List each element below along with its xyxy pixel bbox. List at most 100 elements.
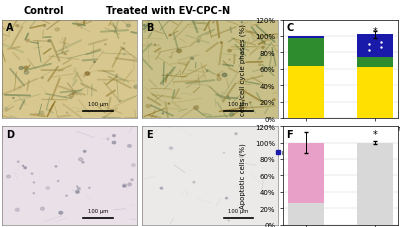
Circle shape	[146, 105, 150, 108]
Circle shape	[220, 43, 222, 44]
Circle shape	[48, 41, 50, 43]
Point	[366, 43, 372, 47]
Circle shape	[94, 62, 95, 63]
Bar	[357, 143, 393, 225]
Circle shape	[107, 139, 109, 140]
Circle shape	[228, 220, 229, 221]
Circle shape	[177, 50, 182, 53]
Circle shape	[7, 175, 10, 178]
Circle shape	[118, 101, 121, 102]
Circle shape	[207, 71, 208, 72]
Circle shape	[239, 66, 240, 67]
Circle shape	[128, 145, 131, 148]
Text: F: F	[286, 129, 293, 139]
Circle shape	[64, 54, 66, 55]
Circle shape	[217, 75, 220, 77]
Circle shape	[239, 155, 243, 158]
Text: *: *	[372, 27, 377, 37]
Point	[378, 47, 384, 50]
Circle shape	[162, 113, 164, 114]
Circle shape	[82, 162, 84, 163]
Text: 100 μm: 100 μm	[228, 102, 249, 107]
Circle shape	[235, 133, 237, 135]
Circle shape	[18, 161, 19, 163]
Text: Control: Control	[24, 6, 64, 16]
Circle shape	[112, 135, 115, 137]
Y-axis label: cells/cell cycle phases (%): cells/cell cycle phases (%)	[240, 24, 246, 115]
Circle shape	[227, 96, 229, 98]
Circle shape	[40, 112, 44, 114]
Circle shape	[217, 78, 221, 81]
Circle shape	[84, 76, 85, 77]
Text: 100 μm: 100 μm	[88, 102, 108, 107]
Circle shape	[229, 60, 230, 61]
Circle shape	[55, 29, 60, 32]
Circle shape	[69, 94, 74, 98]
Circle shape	[84, 151, 86, 153]
Circle shape	[42, 78, 44, 79]
Circle shape	[197, 41, 200, 43]
Bar	[288, 203, 324, 225]
Circle shape	[151, 106, 152, 107]
Text: B: B	[146, 23, 154, 33]
Circle shape	[19, 67, 23, 70]
Circle shape	[44, 26, 46, 28]
Circle shape	[3, 29, 5, 30]
Circle shape	[250, 103, 251, 104]
Circle shape	[169, 35, 171, 37]
Circle shape	[58, 181, 59, 182]
Circle shape	[143, 25, 146, 27]
Circle shape	[24, 167, 26, 169]
Circle shape	[24, 67, 28, 70]
Circle shape	[225, 197, 228, 199]
Circle shape	[123, 54, 126, 56]
Circle shape	[112, 142, 116, 144]
Bar	[357, 35, 393, 57]
Circle shape	[160, 188, 163, 189]
Circle shape	[15, 208, 19, 211]
Y-axis label: Apoptotic cells (%): Apoptotic cells (%)	[240, 143, 246, 208]
Circle shape	[259, 59, 261, 60]
Circle shape	[131, 179, 133, 181]
Circle shape	[258, 64, 261, 66]
Circle shape	[212, 22, 214, 24]
Circle shape	[122, 49, 124, 50]
Text: D: D	[6, 129, 14, 139]
Circle shape	[88, 187, 90, 188]
Circle shape	[46, 187, 50, 190]
Circle shape	[241, 23, 242, 24]
Circle shape	[55, 166, 57, 167]
Bar	[357, 57, 393, 68]
Circle shape	[24, 72, 29, 75]
Circle shape	[123, 184, 127, 187]
Circle shape	[66, 195, 68, 197]
Circle shape	[85, 73, 90, 76]
Circle shape	[124, 43, 125, 45]
Text: 100 μm: 100 μm	[228, 208, 249, 213]
Text: E: E	[146, 129, 153, 139]
Text: *: *	[372, 130, 377, 140]
Point	[378, 41, 384, 44]
Circle shape	[190, 58, 194, 60]
Circle shape	[214, 20, 216, 21]
Circle shape	[40, 207, 44, 210]
Legend: M, G2-S, G1: M, G2-S, G1	[274, 148, 323, 157]
Bar	[288, 39, 324, 67]
Circle shape	[169, 57, 170, 58]
Circle shape	[126, 25, 130, 28]
Circle shape	[59, 211, 63, 214]
Circle shape	[79, 158, 83, 161]
Circle shape	[169, 147, 173, 150]
Bar	[288, 67, 324, 119]
Circle shape	[26, 40, 30, 42]
Circle shape	[168, 104, 170, 105]
Circle shape	[273, 99, 275, 101]
Circle shape	[193, 182, 195, 183]
Circle shape	[33, 193, 34, 194]
Text: 100 μm: 100 μm	[88, 208, 108, 213]
Text: Treated with EV-CPC-N: Treated with EV-CPC-N	[106, 6, 230, 16]
Bar	[288, 143, 324, 203]
Circle shape	[31, 173, 33, 174]
Circle shape	[16, 25, 19, 28]
Circle shape	[128, 183, 132, 186]
